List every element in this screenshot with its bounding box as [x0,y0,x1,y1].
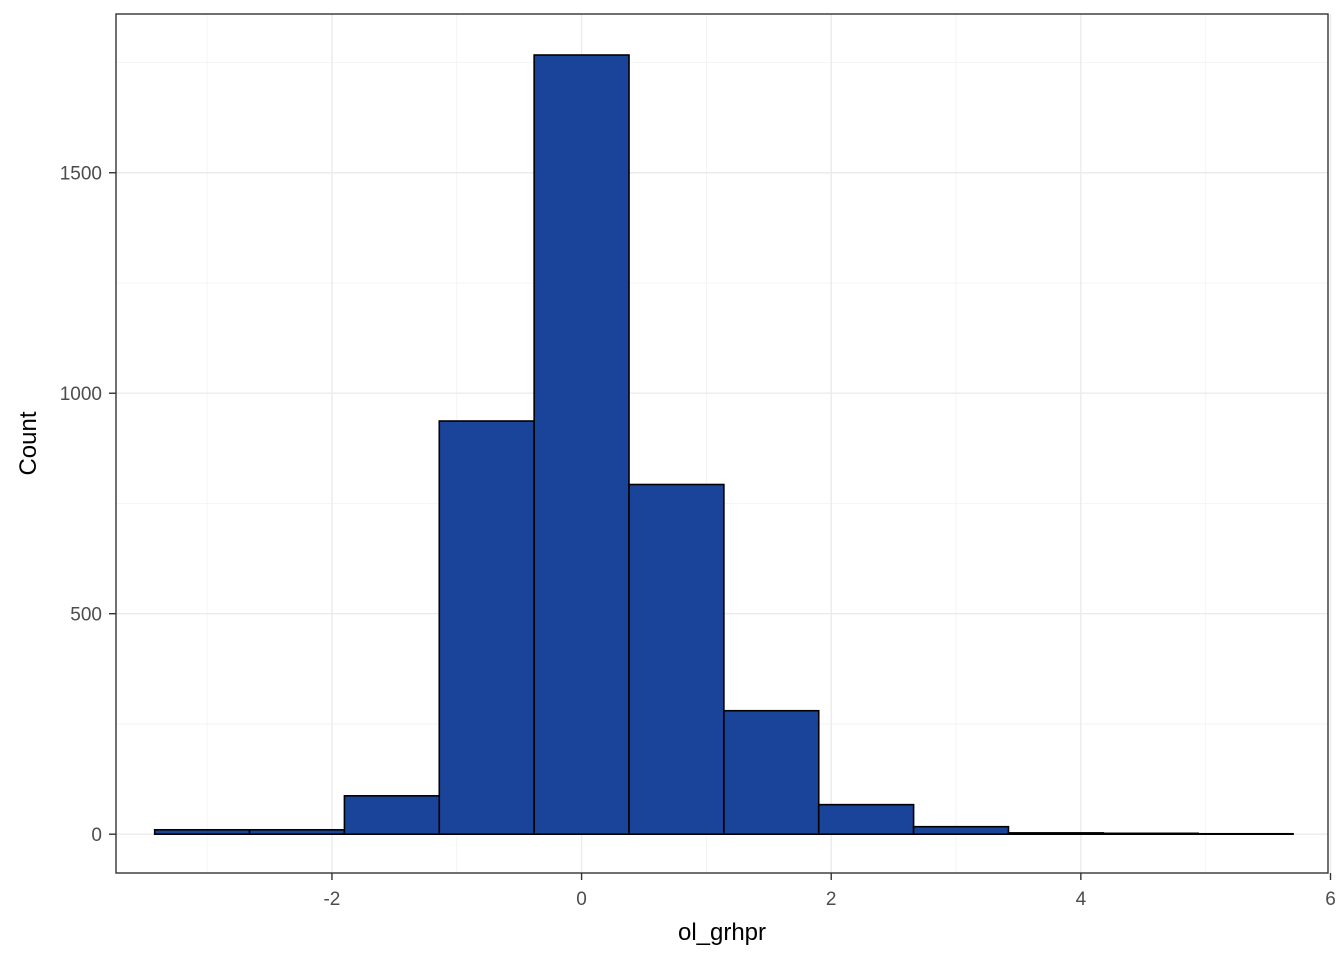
y-axis-title: Count [15,411,42,475]
histogram-bar-11 [1102,832,1199,835]
x-tick-label: 6 [1325,889,1336,910]
x-axis: -2 0 2 4 6 [323,873,1336,910]
y-tick-label: 1500 [60,164,102,185]
histogram-bar-4 [438,420,535,835]
y-tick-label: 0 [91,825,102,846]
y-tick-label: 500 [70,605,102,626]
x-tick-label: 2 [826,889,837,910]
x-tick-label: -2 [323,889,340,910]
x-tick-label: 0 [576,889,587,910]
histogram-bar-10 [1007,832,1105,835]
histogram-bar-2 [248,828,346,835]
histogram-bar-3 [343,795,441,835]
histogram-bar-9 [912,825,1010,835]
histogram-bar-1 [153,828,251,835]
plot-panel [115,13,1332,874]
histogram-bar-8 [817,803,915,835]
histogram-bar-5 [533,54,630,835]
histogram-bar-6 [628,483,725,835]
y-tick-label: 1000 [60,384,102,405]
histogram-bar-7 [723,709,820,835]
panel-border [115,13,1329,874]
histogram-bars [153,54,1294,835]
y-axis: 0 500 1000 1500 [60,164,116,846]
x-axis-title: ol_grhpr [678,919,766,946]
x-tick-label: 4 [1076,889,1087,910]
